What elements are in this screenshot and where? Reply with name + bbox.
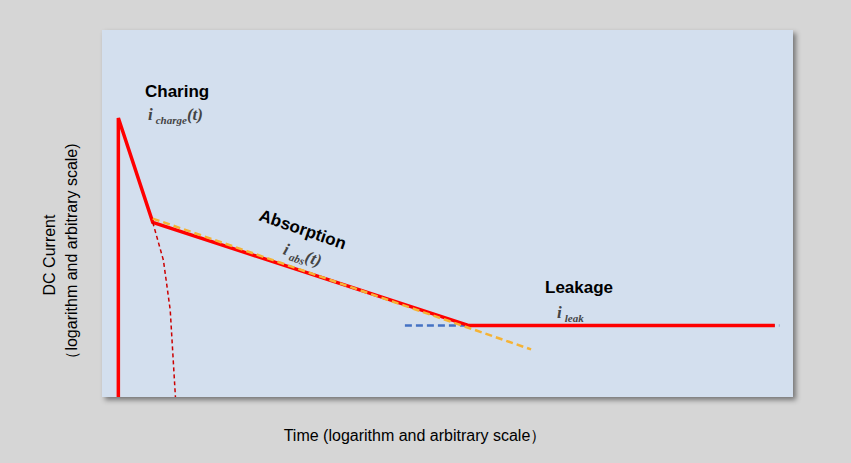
svg-text:Time (logarithm and arbitrary: Time (logarithm and arbitrary scale） — [284, 427, 547, 444]
svg-text:ileak: ileak — [557, 303, 584, 324]
svg-text:Charing: Charing — [145, 82, 209, 101]
svg-text:Absorption: Absorption — [257, 206, 349, 253]
svg-text:iabs(t): iabs(t) — [280, 240, 324, 273]
svg-text:Leakage: Leakage — [545, 278, 613, 297]
svg-text:icharge(t): icharge(t) — [148, 105, 203, 126]
svg-text:（logarithm and arbitrary scale: （logarithm and arbitrary scale) — [63, 143, 80, 366]
svg-text:DC Current: DC Current — [41, 214, 58, 295]
